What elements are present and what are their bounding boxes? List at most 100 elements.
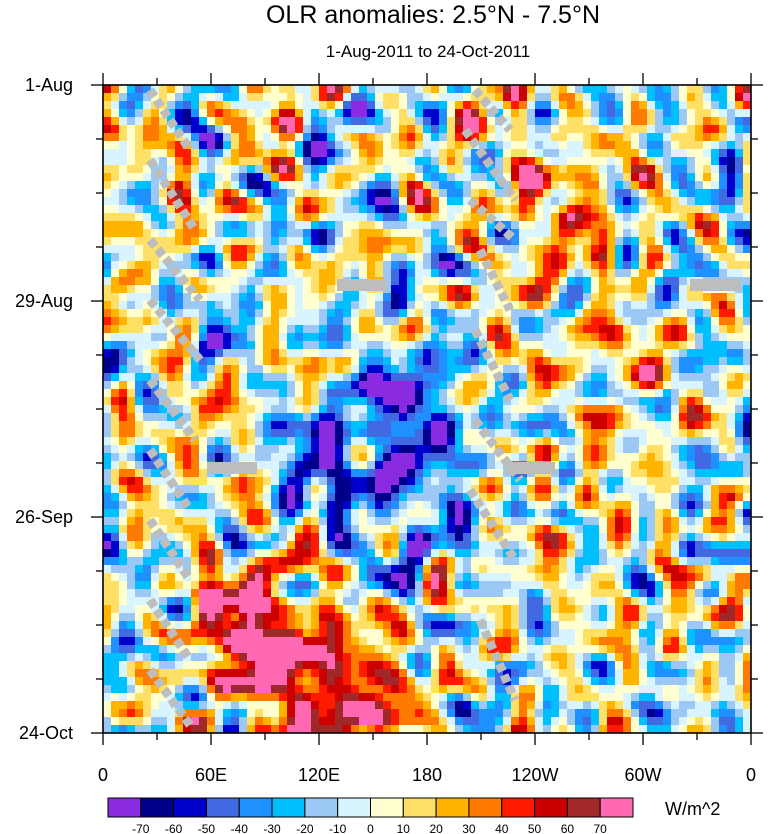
field-cell [135, 437, 143, 445]
field-cell [239, 341, 247, 349]
field-cell [647, 309, 655, 317]
field-cell [543, 413, 551, 421]
field-cell [647, 557, 655, 565]
field-cell [103, 565, 111, 573]
field-cell [591, 445, 599, 453]
field-cell [175, 229, 183, 237]
field-cell [551, 493, 559, 501]
field-cell [295, 453, 303, 461]
field-cell [727, 133, 735, 141]
field-cell [295, 477, 303, 485]
field-cell [175, 293, 183, 301]
field-cell [735, 253, 743, 261]
field-cell [463, 341, 471, 349]
field-cell [239, 541, 247, 549]
field-cell [599, 421, 607, 429]
field-cell [583, 357, 591, 365]
field-cell [567, 261, 575, 269]
field-cell [287, 181, 295, 189]
field-cell [255, 205, 263, 213]
field-cell [303, 165, 311, 173]
field-cell [455, 349, 463, 357]
field-cell [311, 285, 319, 293]
field-cell [735, 485, 743, 493]
field-cell [199, 85, 207, 93]
field-cell [111, 373, 119, 381]
field-cell [111, 325, 119, 333]
field-cell [543, 549, 551, 557]
field-cell [559, 469, 567, 477]
field-cell [487, 85, 495, 93]
field-cell [359, 157, 367, 165]
field-cell [215, 517, 223, 525]
field-cell [399, 205, 407, 213]
field-cell [663, 173, 671, 181]
field-cell [599, 413, 607, 421]
field-cell [343, 421, 351, 429]
field-cell [359, 173, 367, 181]
field-cell [319, 405, 327, 413]
field-cell [511, 485, 519, 493]
field-cell [223, 285, 231, 293]
field-cell [703, 229, 711, 237]
field-cell [311, 397, 319, 405]
field-cell [423, 477, 431, 485]
field-cell [455, 501, 463, 509]
field-cell [319, 173, 327, 181]
field-cell [599, 517, 607, 525]
field-cell [463, 573, 471, 581]
field-cell [743, 141, 751, 149]
field-cell [735, 461, 743, 469]
field-cell [455, 229, 463, 237]
field-cell [383, 525, 391, 533]
field-cell [279, 325, 287, 333]
field-cell [535, 389, 543, 397]
field-cell [295, 317, 303, 325]
field-cell [431, 277, 439, 285]
field-cell [631, 101, 639, 109]
field-cell [231, 493, 239, 501]
field-cell [127, 285, 135, 293]
field-cell [311, 165, 319, 173]
field-cell [335, 349, 343, 357]
field-cell [495, 389, 503, 397]
field-cell [463, 549, 471, 557]
field-cell [583, 405, 591, 413]
field-cell [671, 541, 679, 549]
field-cell [367, 149, 375, 157]
field-cell [639, 501, 647, 509]
field-cell [743, 381, 751, 389]
field-cell [447, 181, 455, 189]
field-cell [511, 149, 519, 157]
field-cell [199, 141, 207, 149]
field-cell [463, 541, 471, 549]
field-cell [151, 541, 159, 549]
field-cell [167, 453, 175, 461]
field-cell [439, 293, 447, 301]
field-cell [735, 333, 743, 341]
field-cell [167, 573, 175, 581]
field-cell [343, 493, 351, 501]
field-cell [663, 189, 671, 197]
field-cell [359, 109, 367, 117]
field-cell [479, 309, 487, 317]
field-cell [495, 565, 503, 573]
field-cell [183, 197, 191, 205]
field-cell [407, 245, 415, 253]
field-cell [239, 333, 247, 341]
field-cell [231, 269, 239, 277]
field-cell [719, 381, 727, 389]
field-cell [359, 93, 367, 101]
field-cell [479, 525, 487, 533]
field-cell [647, 93, 655, 101]
field-cell [239, 205, 247, 213]
field-cell [399, 493, 407, 501]
field-cell [287, 101, 295, 109]
field-cell [143, 165, 151, 173]
field-cell [335, 477, 343, 485]
field-cell [335, 509, 343, 517]
field-cell [743, 485, 751, 493]
field-cell [663, 493, 671, 501]
field-cell [743, 189, 751, 197]
field-cell [463, 309, 471, 317]
